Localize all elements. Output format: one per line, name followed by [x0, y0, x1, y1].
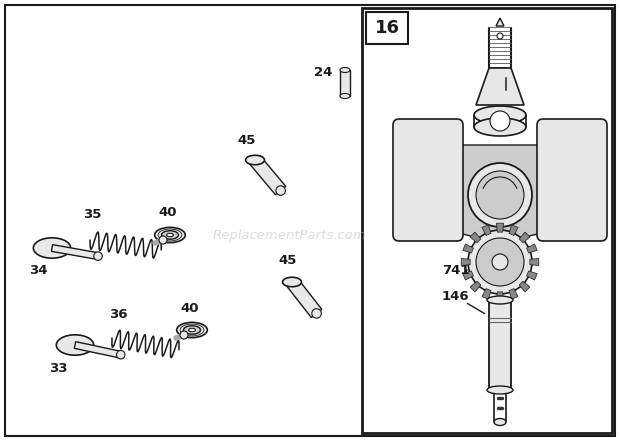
Text: 35: 35	[83, 209, 101, 221]
Circle shape	[159, 236, 167, 244]
Polygon shape	[461, 258, 470, 265]
Polygon shape	[470, 232, 480, 243]
FancyBboxPatch shape	[537, 119, 607, 241]
Polygon shape	[463, 271, 474, 280]
Ellipse shape	[283, 277, 301, 287]
Text: 45: 45	[279, 254, 297, 268]
Ellipse shape	[56, 335, 94, 355]
Circle shape	[180, 331, 188, 339]
Polygon shape	[530, 258, 539, 265]
Text: 146: 146	[442, 291, 469, 303]
Polygon shape	[526, 271, 537, 280]
Circle shape	[497, 33, 503, 39]
Polygon shape	[519, 281, 530, 292]
Text: 36: 36	[108, 309, 127, 321]
Text: 24: 24	[314, 66, 332, 78]
Text: 741: 741	[442, 264, 469, 277]
Ellipse shape	[474, 106, 526, 124]
Circle shape	[468, 163, 532, 227]
Text: ReplacementParts.com: ReplacementParts.com	[213, 228, 367, 242]
Polygon shape	[497, 223, 503, 232]
Text: 45: 45	[238, 134, 256, 146]
Polygon shape	[509, 225, 518, 235]
Circle shape	[490, 111, 510, 131]
Ellipse shape	[487, 296, 513, 304]
Polygon shape	[496, 18, 504, 26]
Polygon shape	[497, 292, 503, 301]
Circle shape	[468, 230, 532, 294]
Polygon shape	[470, 281, 480, 292]
Circle shape	[117, 351, 125, 359]
Ellipse shape	[340, 93, 350, 98]
Polygon shape	[482, 225, 491, 235]
Polygon shape	[74, 342, 122, 358]
Ellipse shape	[340, 67, 350, 72]
Polygon shape	[447, 145, 553, 240]
Ellipse shape	[487, 386, 513, 394]
Text: 33: 33	[49, 362, 67, 374]
Bar	[340, 70, 350, 96]
Circle shape	[276, 186, 285, 195]
Text: 40: 40	[159, 206, 177, 218]
Polygon shape	[509, 288, 518, 299]
Polygon shape	[250, 156, 286, 195]
Ellipse shape	[188, 328, 195, 332]
Ellipse shape	[246, 155, 265, 165]
Polygon shape	[526, 244, 537, 253]
Text: 40: 40	[181, 302, 199, 314]
Text: 16: 16	[374, 19, 399, 37]
Polygon shape	[463, 244, 474, 253]
Ellipse shape	[155, 228, 185, 243]
Ellipse shape	[161, 231, 179, 239]
Polygon shape	[476, 68, 524, 105]
FancyBboxPatch shape	[393, 119, 463, 241]
Circle shape	[492, 254, 508, 270]
Ellipse shape	[33, 238, 71, 258]
Polygon shape	[519, 232, 530, 243]
Polygon shape	[482, 288, 491, 299]
Circle shape	[312, 309, 321, 318]
Circle shape	[476, 171, 524, 219]
Polygon shape	[51, 245, 99, 259]
Ellipse shape	[177, 322, 207, 338]
Circle shape	[476, 238, 524, 286]
Ellipse shape	[494, 419, 506, 426]
Ellipse shape	[474, 118, 526, 136]
Text: 34: 34	[29, 264, 47, 277]
Ellipse shape	[167, 233, 174, 237]
Bar	[362, 8, 612, 433]
Polygon shape	[287, 278, 322, 318]
Circle shape	[94, 252, 102, 260]
Bar	[489, 300, 511, 390]
Bar	[366, 12, 408, 44]
Ellipse shape	[184, 326, 200, 334]
